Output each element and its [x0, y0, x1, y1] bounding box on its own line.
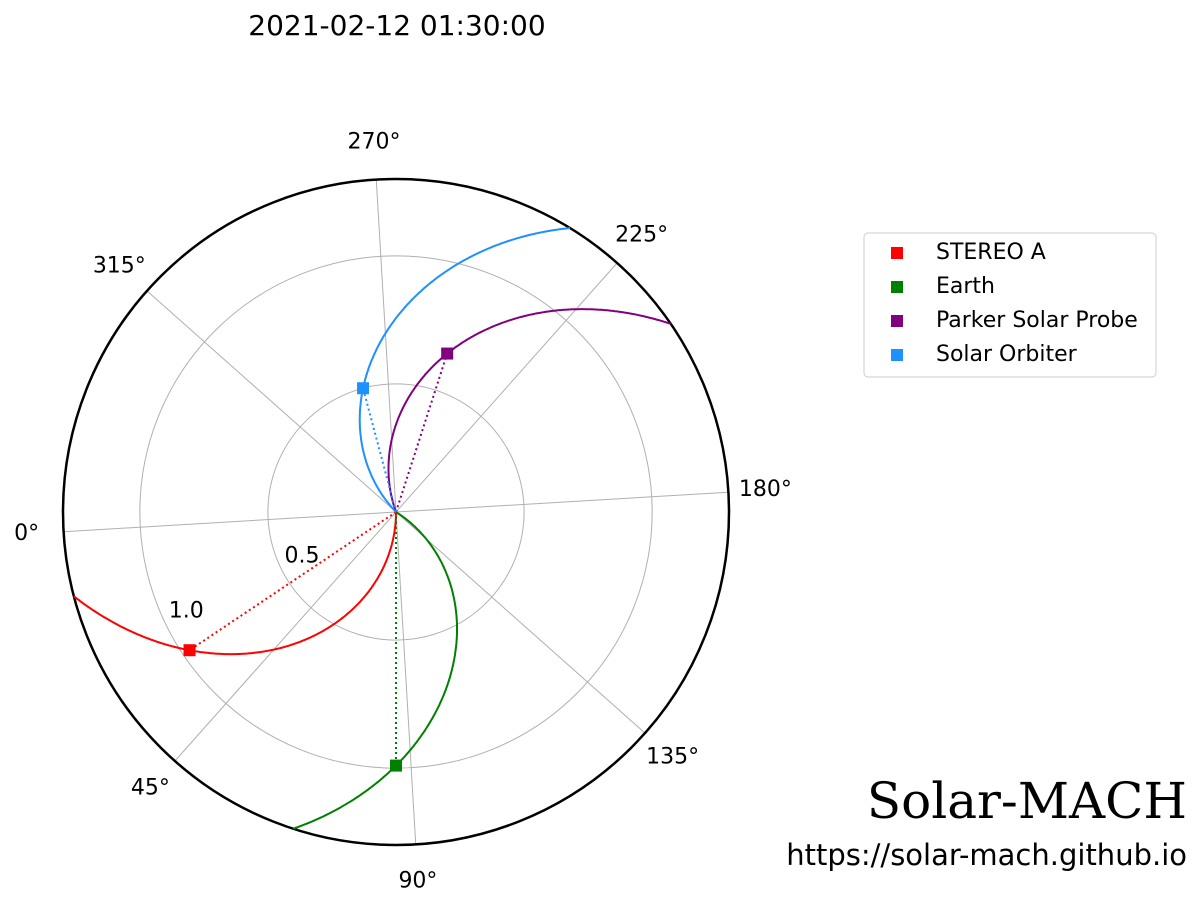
theta-grid-line: [395, 511, 646, 734]
outer-frame: [61, 177, 731, 847]
legend-label: Parker Solar Probe: [936, 308, 1138, 333]
theta-grid-line: [395, 491, 729, 513]
r-tick-label: 1.0: [169, 599, 204, 624]
body-marker: [390, 759, 402, 772]
theta-tick-label: 225°: [615, 222, 668, 247]
radial-line: [188, 511, 397, 652]
radial-line: [395, 353, 449, 513]
theta-tick-label: 315°: [93, 253, 146, 278]
theta-tick-label: 270°: [348, 130, 401, 155]
legend-label: Solar Orbiter: [936, 342, 1078, 367]
radial-line: [362, 387, 397, 513]
spiral-line: [387, 308, 672, 513]
legend-marker: [891, 315, 903, 327]
legend-box: [863, 232, 1157, 378]
body-marker: [357, 382, 370, 395]
spiral-line: [73, 512, 397, 656]
r-tick-label: 0.5: [284, 544, 319, 569]
theta-grid-line: [375, 179, 397, 513]
body-marker: [183, 644, 196, 657]
r-grid-circle: [267, 383, 525, 641]
theta-grid-line: [395, 511, 417, 845]
legend-marker: [891, 349, 903, 361]
legend-marker: [891, 247, 903, 259]
spiral-line: [292, 511, 458, 830]
theta-tick-label: 180°: [739, 477, 792, 502]
legend-label: STEREO A: [936, 240, 1046, 265]
legend-label: Earth: [936, 274, 995, 299]
theta-tick-label: 135°: [646, 745, 699, 770]
theta-tick-label: 90°: [398, 868, 437, 893]
spiral-line: [358, 227, 571, 513]
theta-grid-line: [174, 511, 397, 762]
chart-title: 2021-02-12 01:30:00: [248, 9, 545, 42]
theta-tick-label: 0°: [14, 521, 39, 546]
theta-grid-line: [395, 262, 618, 513]
watermark-title: Solar-MACH: [867, 772, 1187, 830]
theta-grid-line: [146, 290, 397, 513]
watermark-url: https://solar-mach.github.io: [786, 838, 1187, 872]
legend-marker: [891, 281, 903, 293]
theta-tick-label: 45°: [131, 776, 170, 801]
theta-grid-line: [63, 511, 397, 533]
body-marker: [441, 347, 454, 360]
